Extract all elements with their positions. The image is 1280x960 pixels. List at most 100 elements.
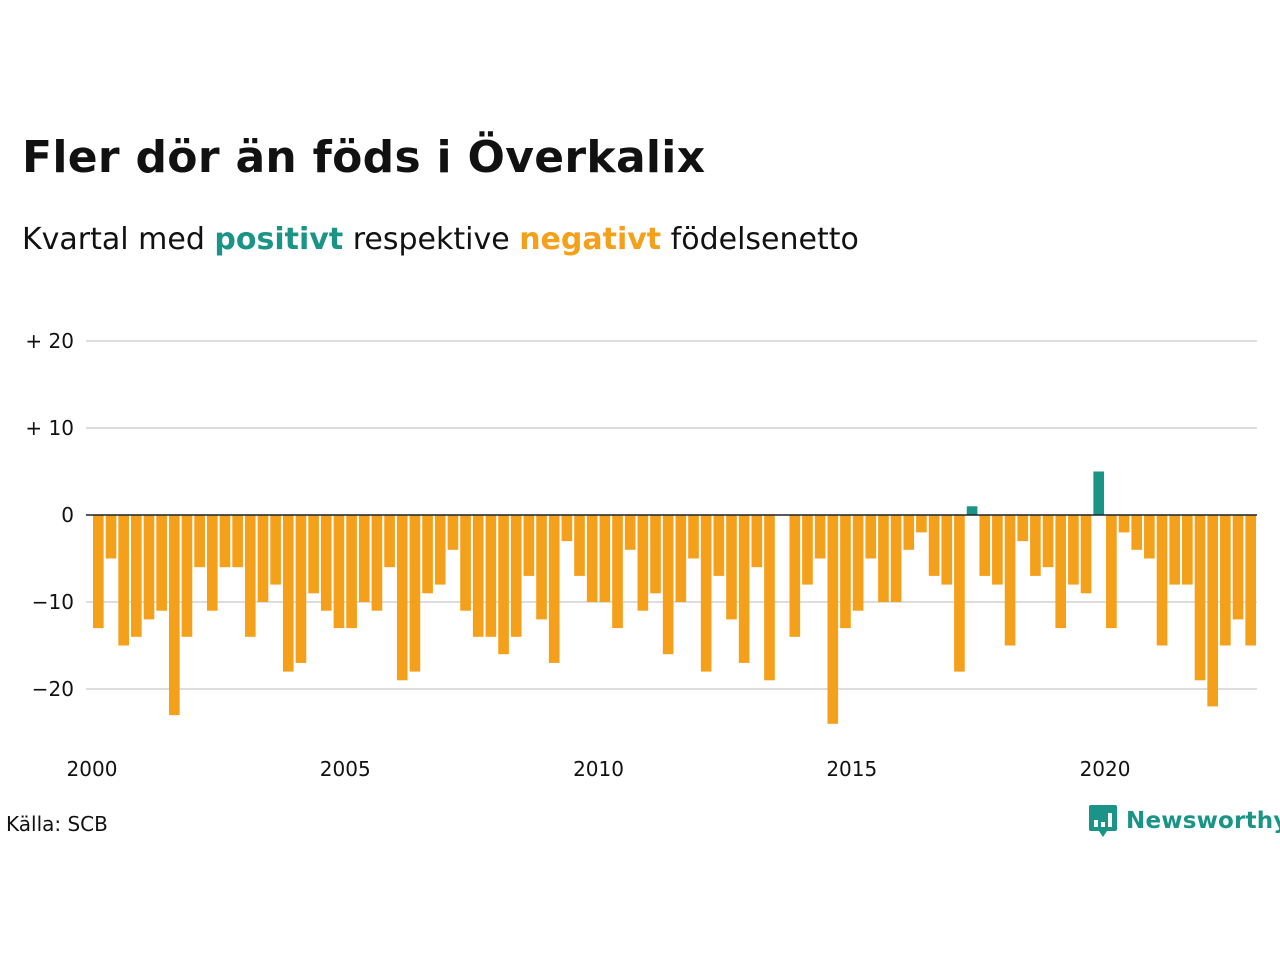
bar xyxy=(282,515,294,672)
bar xyxy=(422,515,433,594)
chart-subtitle: Kvartal med positivt respektive negativt… xyxy=(22,222,859,257)
bar xyxy=(1068,515,1079,585)
bar xyxy=(979,515,991,576)
bar xyxy=(966,506,978,515)
bar xyxy=(1080,515,1092,594)
bar xyxy=(1144,515,1155,559)
x-tick-label: 2000 xyxy=(67,757,118,781)
bar xyxy=(1093,471,1105,515)
bar xyxy=(143,515,155,620)
y-tick-label: 0 xyxy=(61,503,74,527)
bar xyxy=(244,515,256,637)
bar xyxy=(1030,515,1041,576)
subtitle-prefix: Kvartal med xyxy=(22,222,215,257)
y-tick-label: −10 xyxy=(32,590,74,614)
bar xyxy=(1106,515,1117,629)
bar xyxy=(916,515,927,533)
subtitle-positive-word: positivt xyxy=(214,222,344,257)
bar xyxy=(574,515,585,576)
bar xyxy=(257,515,269,602)
bar xyxy=(992,515,1003,585)
bar xyxy=(1220,515,1231,646)
subtitle-middle: respektive xyxy=(343,222,520,257)
bar xyxy=(700,515,712,672)
bar xyxy=(131,515,142,637)
x-tick-label: 2010 xyxy=(573,757,624,781)
chart-title: Fler dör än föds i Överkalix xyxy=(22,132,706,183)
bar xyxy=(118,515,129,646)
bar xyxy=(764,515,775,681)
bar xyxy=(168,515,180,716)
bar xyxy=(675,515,687,602)
bar xyxy=(738,515,750,663)
bar xyxy=(181,515,193,637)
source-note: Källa: SCB xyxy=(6,812,108,836)
bar xyxy=(688,515,699,559)
bar xyxy=(789,515,801,637)
bar xyxy=(878,515,889,602)
bar xyxy=(194,515,205,568)
bar xyxy=(662,515,674,655)
bar xyxy=(1194,515,1206,681)
bar-chart: + 20 + 10 0 −10 −20 2000 2005 2010 2015 2020 xyxy=(25,329,1257,781)
bar xyxy=(865,515,877,559)
bar xyxy=(561,515,573,542)
bar xyxy=(637,515,649,611)
bar xyxy=(1169,515,1181,585)
x-tick-label: 2020 xyxy=(1080,757,1131,781)
bar xyxy=(624,515,636,550)
bar xyxy=(105,515,117,559)
bar xyxy=(320,515,332,611)
bar xyxy=(890,515,902,602)
y-tick-label: −20 xyxy=(32,677,74,701)
bar xyxy=(523,515,535,576)
bar xyxy=(93,515,104,629)
bar xyxy=(1131,515,1143,550)
bar xyxy=(802,515,813,585)
bar xyxy=(586,515,598,602)
bar xyxy=(270,515,281,585)
bar xyxy=(536,515,547,620)
bar xyxy=(472,515,484,637)
bar xyxy=(460,515,471,611)
bar xyxy=(384,515,395,568)
newsworthy-logo-icon xyxy=(1089,805,1117,837)
logo-text: Newsworthy xyxy=(1126,808,1280,834)
bar xyxy=(447,515,459,550)
bar xyxy=(1118,515,1130,533)
bar xyxy=(852,515,864,611)
y-axis-labels: + 20 + 10 0 −10 −20 xyxy=(25,329,74,701)
bar xyxy=(954,515,965,672)
bar xyxy=(358,515,370,602)
bar xyxy=(650,515,661,594)
bar xyxy=(1017,515,1029,542)
x-axis-labels: 2000 2005 2010 2015 2020 xyxy=(67,757,1131,781)
bar xyxy=(409,515,421,672)
subtitle-suffix: födelsenetto xyxy=(661,222,859,257)
bar xyxy=(1232,515,1244,620)
bar xyxy=(751,515,763,568)
newsworthy-logo: Newsworthy xyxy=(1088,803,1280,839)
y-tick-label: + 10 xyxy=(25,416,74,440)
bar xyxy=(840,515,851,629)
bar xyxy=(498,515,509,655)
bar xyxy=(1042,515,1054,568)
bar xyxy=(814,515,826,559)
bar xyxy=(206,515,218,611)
subtitle-negative-word: negativt xyxy=(519,222,662,257)
bar xyxy=(599,515,611,602)
bar xyxy=(612,515,623,629)
bar xyxy=(333,515,345,629)
bars xyxy=(93,471,1256,724)
bar xyxy=(941,515,953,585)
bar xyxy=(903,515,915,550)
bar xyxy=(1245,515,1256,646)
bar xyxy=(1055,515,1067,629)
bar xyxy=(308,515,319,594)
bar xyxy=(1156,515,1168,646)
bar xyxy=(396,515,408,681)
x-tick-label: 2005 xyxy=(320,757,371,781)
bar xyxy=(485,515,497,637)
x-tick-label: 2015 xyxy=(826,757,877,781)
bar xyxy=(827,515,839,724)
